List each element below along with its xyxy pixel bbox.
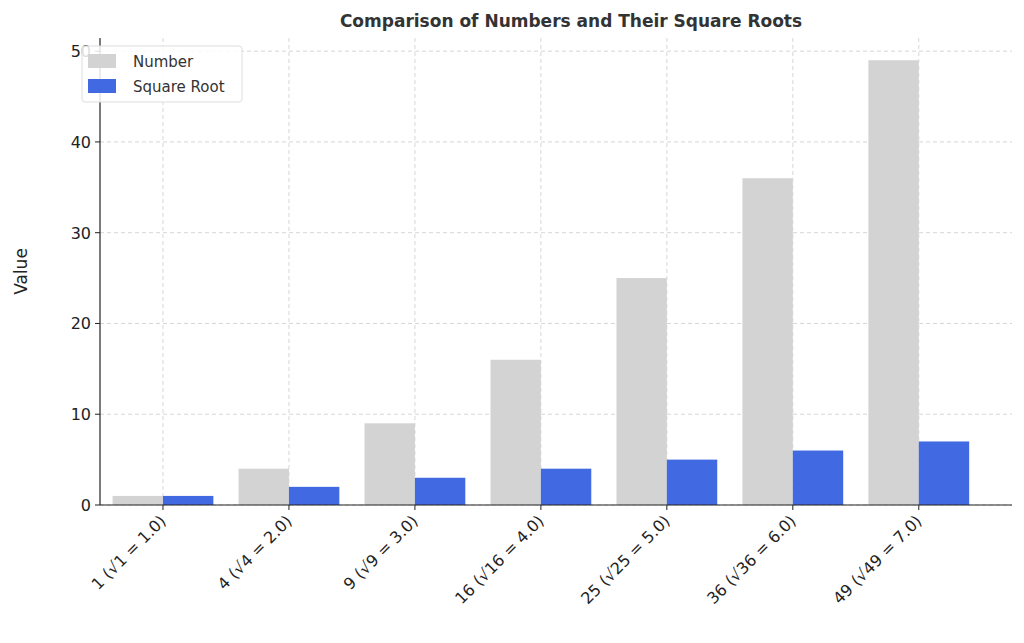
bar <box>541 469 591 505</box>
x-tick-label: 16 (√16 = 4.0) <box>451 511 548 608</box>
x-tick <box>666 505 667 510</box>
bar <box>919 441 969 505</box>
x-tick-label: 9 (√9 = 3.0) <box>340 511 422 593</box>
legend-swatch <box>88 54 116 68</box>
x-tick-label: 49 (√49 = 7.0) <box>829 511 926 608</box>
legend-swatch <box>88 79 116 93</box>
legend: Number Square Root <box>82 46 242 102</box>
y-tick-label: 40 <box>71 133 91 152</box>
y-tick <box>95 505 100 506</box>
x-tick <box>288 505 289 510</box>
y-axis-line <box>99 38 100 505</box>
x-axis-line <box>100 504 1012 505</box>
x-tick-label: 25 (√25 = 5.0) <box>577 511 674 608</box>
chart: Comparison of Numbers and Their Square R… <box>0 0 1024 643</box>
y-tick-label: 10 <box>71 405 91 424</box>
x-tick <box>918 505 919 510</box>
y-axis-label: Value <box>11 248 31 295</box>
bar <box>289 487 339 505</box>
y-tick <box>95 232 100 233</box>
x-tick-label: 36 (√36 = 6.0) <box>703 511 800 608</box>
bar <box>868 60 918 505</box>
bar <box>742 178 792 505</box>
y-grid-line <box>100 505 1012 506</box>
bar <box>365 423 415 505</box>
y-tick-label: 0 <box>81 496 91 515</box>
legend-box <box>82 46 242 102</box>
x-tick-label: 4 (√4 = 2.0) <box>214 511 296 593</box>
legend-label: Number <box>133 53 194 71</box>
x-tick-label: 1 (√1 = 1.0) <box>88 511 170 593</box>
y-tick <box>95 414 100 415</box>
y-tick <box>95 141 100 142</box>
x-grid-line <box>162 38 163 505</box>
x-tick <box>162 505 163 510</box>
x-tick <box>414 505 415 510</box>
bar <box>616 278 666 505</box>
y-tick-label: 20 <box>71 314 91 333</box>
title: Comparison of Numbers and Their Square R… <box>340 11 802 31</box>
x-grid-line <box>288 38 289 505</box>
bar <box>239 469 289 505</box>
bars <box>113 60 970 505</box>
bar <box>793 451 843 505</box>
bar <box>667 460 717 505</box>
y-tick-label: 30 <box>71 224 91 243</box>
chart-root: Comparison of Numbers and Their Square R… <box>0 0 1024 643</box>
bar <box>113 496 163 505</box>
bar <box>163 496 213 505</box>
x-tick <box>792 505 793 510</box>
bar <box>490 360 540 505</box>
x-tick <box>540 505 541 510</box>
y-tick <box>95 323 100 324</box>
bar <box>415 478 465 505</box>
legend-label: Square Root <box>133 78 225 96</box>
